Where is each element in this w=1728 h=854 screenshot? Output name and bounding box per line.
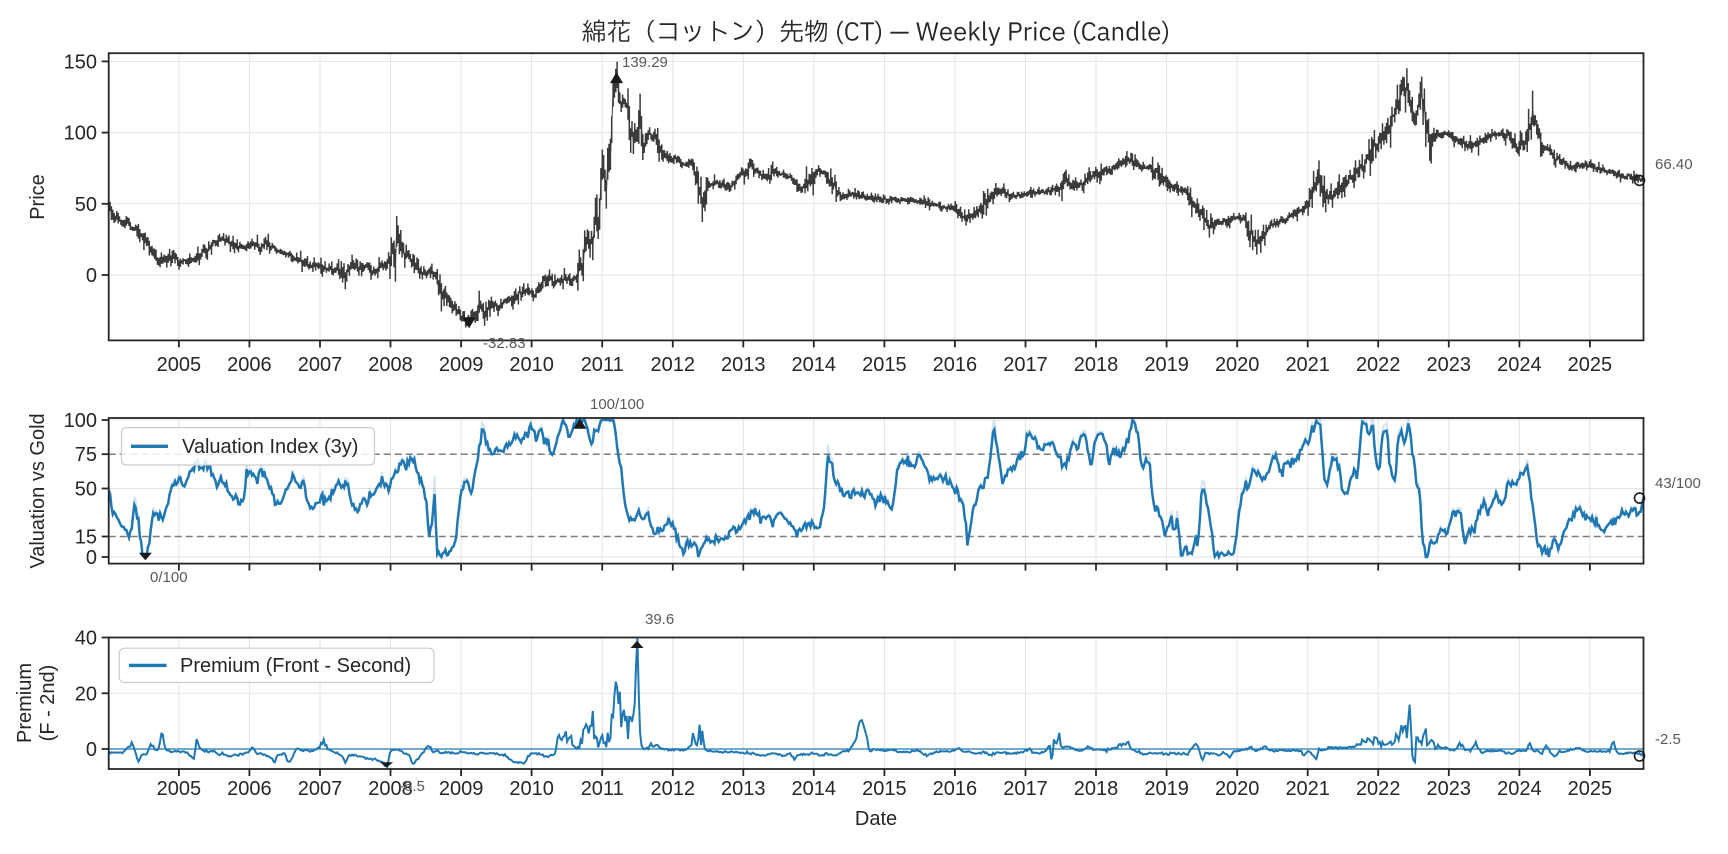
svg-text:150: 150 bbox=[64, 51, 97, 73]
svg-text:0: 0 bbox=[86, 739, 97, 761]
svg-text:2020: 2020 bbox=[1215, 778, 1260, 800]
svg-text:2008: 2008 bbox=[368, 778, 413, 800]
svg-text:2014: 2014 bbox=[792, 354, 837, 376]
svg-text:50: 50 bbox=[75, 479, 97, 501]
svg-text:2022: 2022 bbox=[1356, 354, 1401, 376]
svg-text:2022: 2022 bbox=[1356, 778, 1401, 800]
svg-text:2011: 2011 bbox=[581, 778, 624, 800]
svg-text:43/100: 43/100 bbox=[1655, 475, 1701, 492]
svg-text:2019: 2019 bbox=[1144, 354, 1189, 376]
svg-text:2015: 2015 bbox=[862, 354, 907, 376]
svg-text:(F - 2nd): (F - 2nd) bbox=[37, 665, 59, 742]
svg-text:2008: 2008 bbox=[368, 354, 413, 376]
svg-text:-32.83: -32.83 bbox=[483, 335, 526, 352]
svg-text:0/100: 0/100 bbox=[150, 569, 188, 586]
svg-text:2012: 2012 bbox=[651, 354, 696, 376]
svg-text:2018: 2018 bbox=[1074, 354, 1119, 376]
svg-text:100/100: 100/100 bbox=[590, 396, 644, 413]
svg-text:2015: 2015 bbox=[862, 778, 907, 800]
svg-text:2020: 2020 bbox=[1215, 354, 1260, 376]
svg-text:2010: 2010 bbox=[509, 354, 554, 376]
svg-text:15: 15 bbox=[75, 527, 97, 549]
svg-text:2025: 2025 bbox=[1568, 778, 1613, 800]
svg-text:2021: 2021 bbox=[1285, 354, 1330, 376]
svg-text:2007: 2007 bbox=[298, 354, 343, 376]
svg-text:Date: Date bbox=[855, 808, 897, 830]
svg-text:2013: 2013 bbox=[721, 778, 766, 800]
svg-text:2024: 2024 bbox=[1497, 778, 1542, 800]
svg-text:2009: 2009 bbox=[439, 778, 484, 800]
svg-text:2012: 2012 bbox=[651, 778, 696, 800]
svg-text:Valuation vs Gold: Valuation vs Gold bbox=[27, 413, 49, 568]
svg-text:2005: 2005 bbox=[157, 778, 202, 800]
svg-text:2023: 2023 bbox=[1427, 354, 1472, 376]
svg-text:-6.5: -6.5 bbox=[399, 778, 425, 795]
svg-text:2018: 2018 bbox=[1074, 778, 1119, 800]
svg-text:2006: 2006 bbox=[227, 354, 272, 376]
svg-text:100: 100 bbox=[64, 123, 97, 145]
svg-text:2024: 2024 bbox=[1497, 354, 1542, 376]
svg-text:2014: 2014 bbox=[792, 778, 837, 800]
svg-text:Premium (Front - Second): Premium (Front - Second) bbox=[180, 655, 411, 677]
svg-text:Price: Price bbox=[27, 174, 49, 220]
svg-text:2009: 2009 bbox=[439, 354, 484, 376]
svg-text:2005: 2005 bbox=[157, 354, 202, 376]
svg-text:2013: 2013 bbox=[721, 354, 766, 376]
svg-text:2025: 2025 bbox=[1568, 354, 1613, 376]
svg-text:0: 0 bbox=[86, 265, 97, 287]
svg-text:2007: 2007 bbox=[298, 778, 343, 800]
svg-text:20: 20 bbox=[75, 683, 97, 705]
svg-text:Valuation Index (3y): Valuation Index (3y) bbox=[182, 436, 358, 458]
svg-text:2010: 2010 bbox=[509, 778, 554, 800]
svg-text:40: 40 bbox=[75, 628, 97, 650]
svg-text:39.6: 39.6 bbox=[645, 611, 674, 628]
svg-text:100: 100 bbox=[64, 410, 97, 432]
svg-text:2017: 2017 bbox=[1003, 354, 1048, 376]
svg-text:75: 75 bbox=[75, 444, 97, 466]
svg-text:2017: 2017 bbox=[1003, 778, 1048, 800]
svg-text:2016: 2016 bbox=[933, 778, 978, 800]
svg-text:2011: 2011 bbox=[581, 354, 624, 376]
svg-text:2019: 2019 bbox=[1144, 778, 1189, 800]
svg-text:50: 50 bbox=[75, 194, 97, 216]
svg-text:0: 0 bbox=[86, 547, 97, 569]
svg-text:2021: 2021 bbox=[1285, 778, 1330, 800]
svg-text:-2.5: -2.5 bbox=[1655, 731, 1681, 748]
svg-text:2006: 2006 bbox=[227, 778, 272, 800]
svg-text:Premium: Premium bbox=[14, 663, 36, 743]
svg-text:139.29: 139.29 bbox=[622, 54, 668, 71]
svg-text:66.40: 66.40 bbox=[1655, 156, 1693, 173]
svg-text:2023: 2023 bbox=[1427, 778, 1472, 800]
svg-text:2016: 2016 bbox=[933, 354, 978, 376]
